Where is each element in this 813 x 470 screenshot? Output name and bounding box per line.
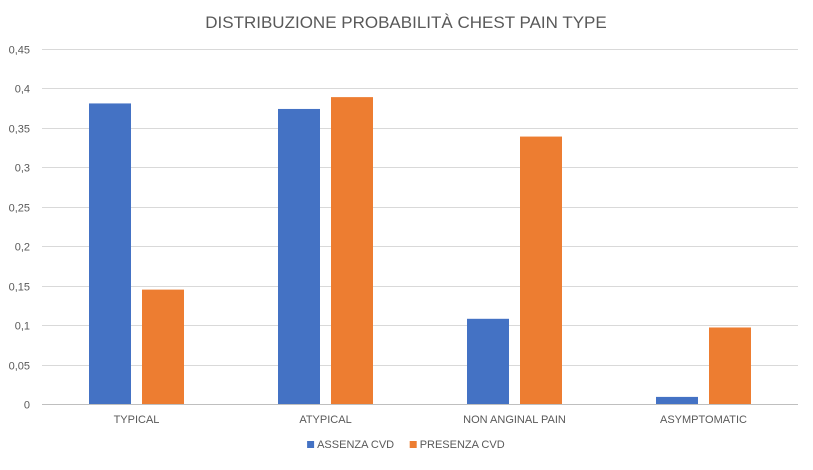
x-tick-label: ATYPICAL [299,414,351,426]
bar-presenza-cvd [709,327,751,404]
legend: ASSENZA CVD PRESENZA CVD [307,439,505,451]
y-tick-label: 0,2 [15,242,30,254]
x-tick-label: ASYMPTOMATIC [660,414,747,426]
x-tick-label: TYPICAL [114,414,160,426]
legend-swatch [409,441,417,448]
chart-title: DISTRIBUZIONE PROBABILITÀ CHEST PAIN TYP… [205,13,606,32]
x-tick-label: NON ANGINAL PAIN [463,414,566,426]
bar-assenza-cvd [278,108,320,404]
legend-label: ASSENZA CVD [317,439,394,451]
y-tick-label: 0,45 [9,45,30,57]
bar-assenza-cvd [656,396,698,404]
y-tick-label: 0 [24,400,30,412]
bar-presenza-cvd [142,289,184,404]
y-tick-label: 0,3 [15,163,30,175]
y-tick-label: 0,25 [9,203,30,215]
y-tick-label: 0,1 [15,321,30,333]
bar-assenza-cvd [89,103,131,404]
y-tick-label: 0,4 [15,84,30,96]
x-axis-ticks: TYPICAL ATYPICAL NON ANGINAL PAIN ASYMPTOMA… [114,414,747,426]
bars [89,97,751,405]
bar-assenza-cvd [467,318,509,404]
y-axis-ticks: 0 0,05 0,1 0,15 0,2 0,25 0,3 0,35 0,4 0,45 [9,45,30,412]
y-tick-label: 0,15 [9,282,30,294]
y-tick-label: 0,05 [9,361,30,373]
y-tick-label: 0,35 [9,124,30,136]
bar-presenza-cvd [520,136,562,405]
legend-swatch [307,441,315,448]
bar-presenza-cvd [331,97,373,404]
legend-label: PRESENZA CVD [420,439,505,451]
